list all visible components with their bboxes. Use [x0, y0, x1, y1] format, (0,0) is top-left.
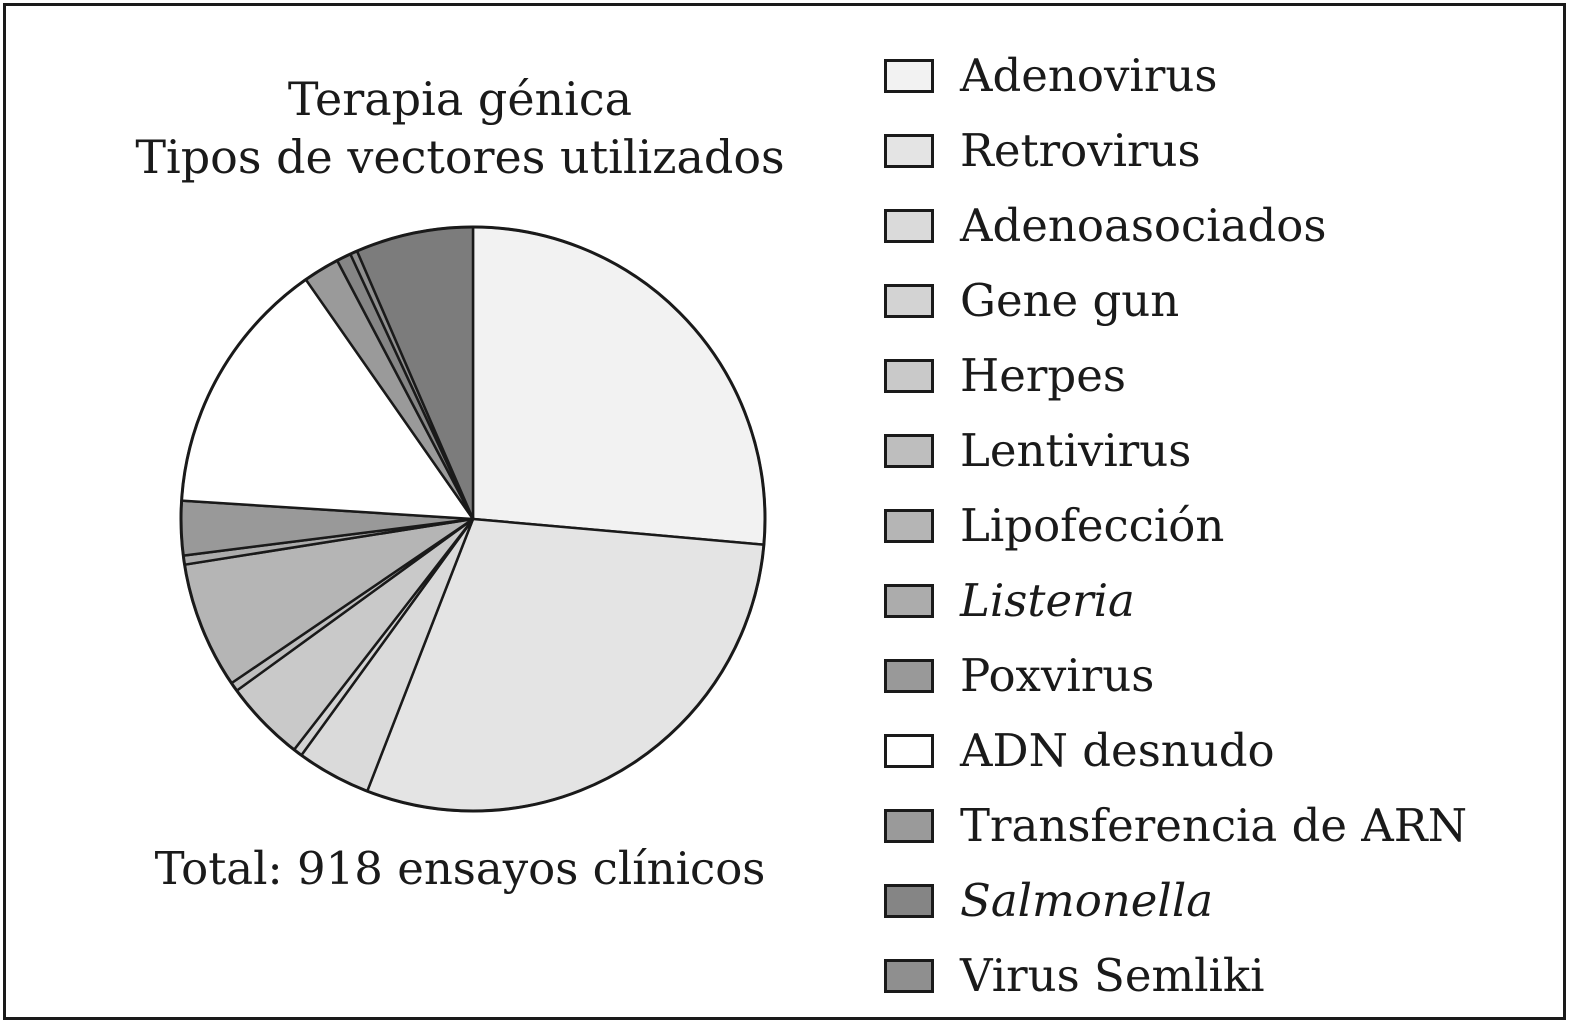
chart-subtitle: Tipos de vectores utilizados	[135, 130, 785, 184]
legend: Adenovirus Retrovirus Adenoasociados Gene g…	[884, 38, 1544, 1013]
legend-swatch-retrovirus	[884, 133, 934, 168]
legend-label-herpes: Herpes	[960, 349, 1126, 402]
legend-swatch-adenovirus	[884, 58, 934, 93]
legend-swatch-lentivirus	[884, 433, 934, 468]
legend-label-gene-gun: Gene gun	[960, 274, 1180, 327]
legend-item-salmonella: Salmonella	[884, 863, 1544, 938]
legend-item-lipofeccion: Lipofección	[884, 488, 1544, 563]
legend-swatch-salmonella	[884, 883, 934, 918]
legend-swatch-herpes	[884, 358, 934, 393]
legend-swatch-adenoasociados	[884, 208, 934, 243]
legend-item-listeria: Listeria	[884, 563, 1544, 638]
legend-swatch-gene-gun	[884, 283, 934, 318]
legend-swatch-poxvirus	[884, 658, 934, 693]
legend-item-adenovirus: Adenovirus	[884, 38, 1544, 113]
legend-label-lipofeccion: Lipofección	[960, 499, 1225, 552]
chart-title-block: Terapia génica Tipos de vectores utiliza…	[60, 70, 860, 186]
pie-slice-adenovirus	[471, 225, 767, 546]
legend-item-transferencia-de-arn: Transferencia de ARN	[884, 788, 1544, 863]
legend-label-adenoasociados: Adenoasociados	[960, 199, 1327, 252]
legend-item-lentivirus: Lentivirus	[884, 413, 1544, 488]
legend-label-listeria: Listeria	[960, 574, 1135, 627]
legend-item-virus-semliki: Virus Semliki	[884, 938, 1544, 1013]
legend-label-retrovirus: Retrovirus	[960, 124, 1201, 177]
legend-item-herpes: Herpes	[884, 338, 1544, 413]
legend-label-adn-desnudo: ADN desnudo	[960, 724, 1275, 777]
legend-item-gene-gun: Gene gun	[884, 263, 1544, 338]
legend-item-retrovirus: Retrovirus	[884, 113, 1544, 188]
legend-item-adenoasociados: Adenoasociados	[884, 188, 1544, 263]
legend-item-adn-desnudo: ADN desnudo	[884, 713, 1544, 788]
legend-label-lentivirus: Lentivirus	[960, 424, 1192, 477]
legend-label-transferencia-de-arn: Transferencia de ARN	[960, 799, 1468, 852]
chart-title: Terapia génica	[287, 72, 633, 126]
legend-label-virus-semliki: Virus Semliki	[960, 949, 1265, 1002]
pie-outline	[179, 225, 767, 813]
total-trials-note: Total: 918 ensayos clínicos	[154, 842, 766, 895]
legend-swatch-virus-semliki	[884, 958, 934, 993]
legend-swatch-transferencia-de-arn	[884, 808, 934, 843]
legend-label-adenovirus: Adenovirus	[960, 49, 1218, 102]
legend-label-poxvirus: Poxvirus	[960, 649, 1155, 702]
legend-swatch-adn-desnudo	[884, 733, 934, 768]
legend-swatch-listeria	[884, 583, 934, 618]
legend-swatch-lipofeccion	[884, 508, 934, 543]
legend-label-salmonella: Salmonella	[960, 874, 1214, 927]
legend-item-poxvirus: Poxvirus	[884, 638, 1544, 713]
